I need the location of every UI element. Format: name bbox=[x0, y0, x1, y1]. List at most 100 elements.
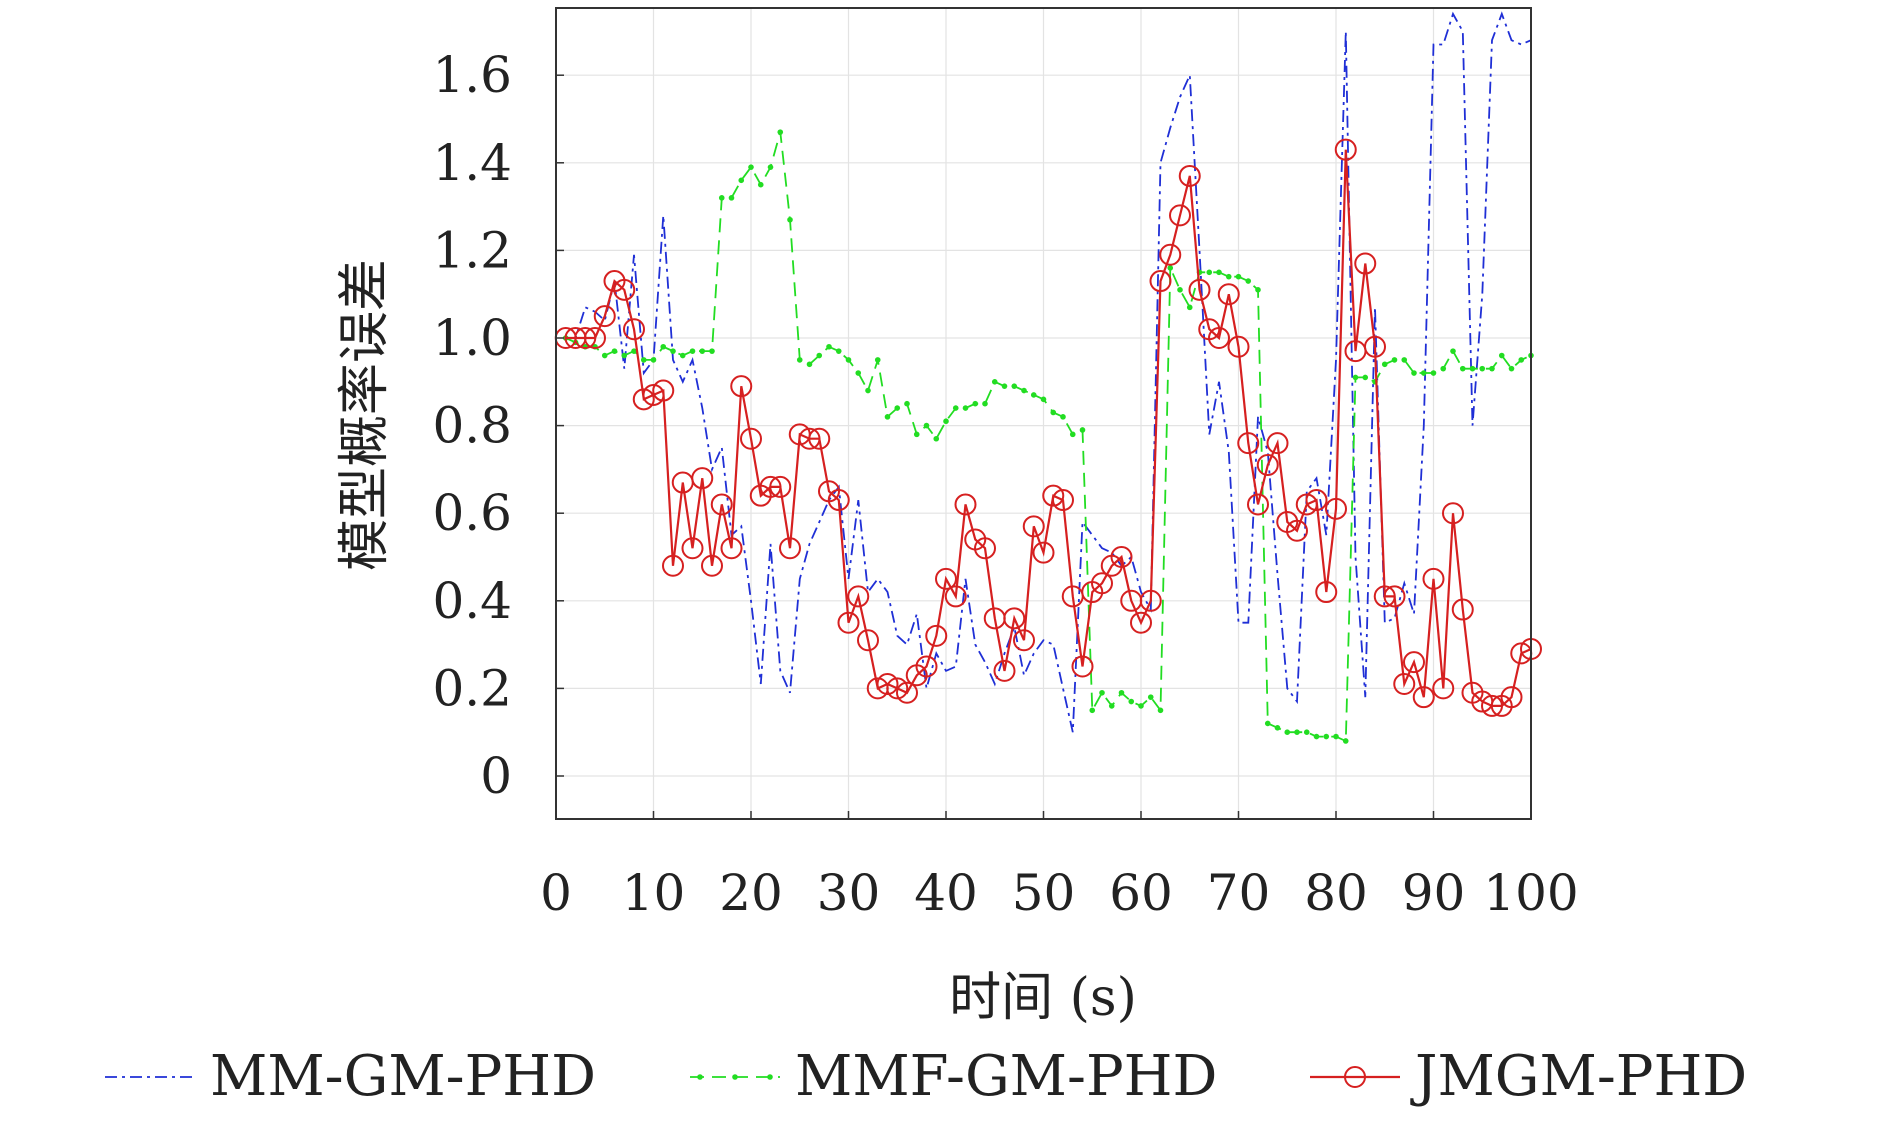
data-point bbox=[1383, 585, 1406, 608]
data-point bbox=[728, 195, 735, 201]
data-point bbox=[1422, 567, 1445, 590]
data-point bbox=[681, 537, 704, 560]
data-point bbox=[1040, 396, 1047, 403]
data-point bbox=[1381, 361, 1388, 368]
data-point bbox=[689, 348, 696, 354]
data-point bbox=[1264, 720, 1271, 727]
data-point bbox=[1481, 694, 1503, 717]
series-line-mmf-gm-phd bbox=[565, 131, 1532, 743]
data-point bbox=[1227, 335, 1250, 358]
data-point bbox=[1401, 357, 1408, 363]
x-tick-label: 60 bbox=[1109, 864, 1173, 922]
data-point bbox=[1459, 365, 1466, 372]
legend-marker bbox=[1344, 1066, 1366, 1088]
data-point bbox=[787, 216, 793, 223]
data-point bbox=[1432, 677, 1455, 700]
data-point bbox=[837, 611, 860, 634]
data-point bbox=[1178, 164, 1201, 187]
data-point bbox=[1500, 686, 1523, 709]
data-point bbox=[621, 352, 628, 359]
data-point bbox=[1001, 383, 1008, 389]
data-point bbox=[1411, 370, 1417, 376]
data-point bbox=[777, 129, 784, 135]
data-point bbox=[670, 348, 676, 354]
data-point bbox=[1186, 304, 1193, 311]
data-point bbox=[1030, 392, 1037, 398]
data-point bbox=[1403, 651, 1425, 674]
legend-label: MM-GM-PHD bbox=[210, 1044, 596, 1109]
data-point bbox=[1217, 283, 1240, 306]
data-point bbox=[699, 348, 706, 354]
data-point bbox=[1313, 733, 1320, 740]
data-point bbox=[767, 164, 774, 170]
data-point bbox=[845, 357, 852, 363]
series-mmf-gm-phd bbox=[562, 129, 1534, 744]
y-tick-label: 1.4 bbox=[432, 134, 512, 192]
data-point bbox=[593, 305, 616, 328]
x-tick-label: 70 bbox=[1207, 864, 1271, 922]
data-point bbox=[1167, 265, 1174, 271]
data-point bbox=[962, 405, 969, 411]
data-point bbox=[991, 379, 998, 385]
y-tick-label: 0 bbox=[480, 747, 512, 805]
data-point bbox=[748, 164, 754, 170]
data-point bbox=[738, 177, 745, 184]
data-point bbox=[1334, 138, 1357, 161]
data-point bbox=[1412, 686, 1435, 709]
data-point bbox=[835, 348, 842, 354]
data-point bbox=[662, 554, 684, 577]
data-point bbox=[1286, 519, 1308, 542]
data-point bbox=[730, 375, 753, 398]
data-point bbox=[855, 370, 862, 376]
data-point bbox=[1147, 694, 1154, 700]
data-point bbox=[943, 418, 949, 425]
legend: MM-GM-PHD MMF-GM-PHD JMGM-PHD bbox=[105, 1044, 1747, 1109]
data-point bbox=[865, 387, 871, 394]
data-point bbox=[1032, 541, 1055, 564]
data-point bbox=[1479, 365, 1486, 372]
legend-item-mm-gm-phd: MM-GM-PHD bbox=[105, 1044, 596, 1109]
data-point bbox=[679, 352, 686, 359]
data-point bbox=[1050, 409, 1057, 416]
data-point bbox=[660, 343, 667, 350]
data-point bbox=[710, 493, 733, 516]
data-point bbox=[613, 278, 636, 301]
data-point bbox=[1177, 287, 1183, 293]
data-point bbox=[952, 405, 959, 411]
data-point bbox=[974, 537, 996, 560]
data-point bbox=[1013, 629, 1035, 652]
data-point bbox=[1391, 357, 1398, 363]
y-axis-title: 模型概率误差 bbox=[335, 259, 395, 571]
legend-marker bbox=[697, 1074, 703, 1080]
data-point bbox=[779, 537, 801, 560]
x-tick-label: 40 bbox=[914, 864, 978, 922]
data-point bbox=[894, 405, 901, 411]
data-point bbox=[925, 624, 948, 647]
legend-item-jmgm-phd: JMGM-PHD bbox=[1310, 1044, 1747, 1109]
data-point bbox=[740, 427, 762, 450]
data-point bbox=[1021, 387, 1027, 394]
data-point bbox=[701, 554, 723, 577]
data-point bbox=[1110, 546, 1133, 568]
data-point bbox=[1451, 598, 1474, 621]
data-point bbox=[915, 655, 938, 678]
data-point bbox=[1128, 698, 1135, 705]
y-tick-label: 1.6 bbox=[432, 46, 512, 104]
data-point bbox=[640, 357, 647, 363]
data-point bbox=[1323, 733, 1330, 740]
data-point bbox=[1060, 414, 1066, 420]
data-point bbox=[574, 327, 597, 349]
x-tick-label: 30 bbox=[817, 864, 881, 922]
x-tick-label: 90 bbox=[1402, 864, 1466, 922]
legend-marker bbox=[767, 1074, 773, 1080]
data-point bbox=[1266, 432, 1289, 455]
data-point bbox=[1518, 357, 1525, 363]
data-point bbox=[1089, 707, 1096, 714]
data-point bbox=[1052, 489, 1074, 512]
data-point bbox=[1079, 427, 1086, 433]
x-axis-title: 时间 (s) bbox=[949, 968, 1137, 1028]
data-point bbox=[1256, 454, 1279, 477]
data-point bbox=[1042, 484, 1065, 507]
series-line-mm-gm-phd bbox=[565, 11, 1532, 733]
data-point bbox=[1284, 729, 1291, 735]
